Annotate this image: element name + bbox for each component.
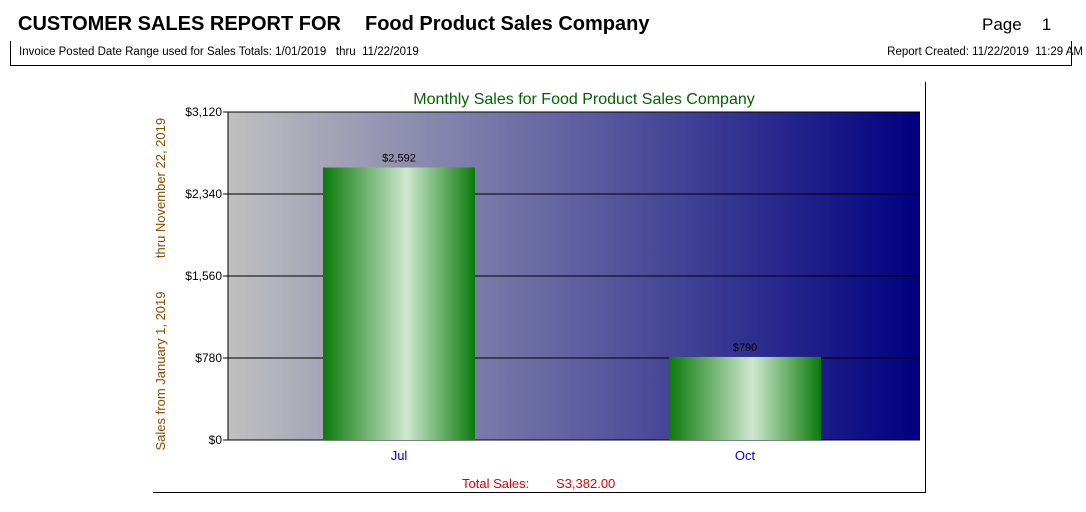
- chart-title: Monthly Sales for Food Product Sales Com…: [413, 91, 755, 108]
- x-tick-label: Jul: [391, 448, 408, 463]
- data-label: $790: [733, 342, 757, 354]
- company-name: Food Product Sales Company: [365, 13, 650, 35]
- y-tick-label: $0: [209, 433, 223, 447]
- report-title-prefix: CUSTOMER SALES REPORT FOR: [18, 13, 341, 35]
- y-axis-label-line-1: Sales from January 1, 2019: [153, 292, 168, 451]
- chart-frame: [153, 82, 926, 493]
- report-subheader: Invoice Posted Date Range used for Sales…: [10, 41, 1083, 66]
- data-label: $2,592: [382, 153, 416, 165]
- total-sales-label: Total Sales:: [462, 476, 529, 491]
- bar-oct: [669, 356, 821, 440]
- page-label: Page: [982, 15, 1022, 34]
- y-tick-label: $2,340: [185, 187, 222, 201]
- page-indicator: Page 1: [982, 15, 1051, 35]
- x-tick-label: Oct: [735, 448, 756, 463]
- bar-jul: [323, 167, 475, 440]
- report-title: CUSTOMER SALES REPORT FOR Food Product Sa…: [18, 13, 649, 36]
- y-axis-label-line-2: thru November 22, 2019: [153, 118, 168, 258]
- report-created-label: Report Created: 11/22/2019 11:29 AM: [887, 46, 1083, 58]
- date-range-label: Invoice Posted Date Range used for Sales…: [19, 46, 419, 58]
- page-number: 1: [1041, 15, 1052, 34]
- y-tick-label: $780: [195, 351, 222, 365]
- y-tick-label: $1,560: [185, 269, 222, 283]
- y-tick-label: $3,120: [185, 105, 222, 119]
- total-sales-value: S3,382.00: [556, 476, 615, 491]
